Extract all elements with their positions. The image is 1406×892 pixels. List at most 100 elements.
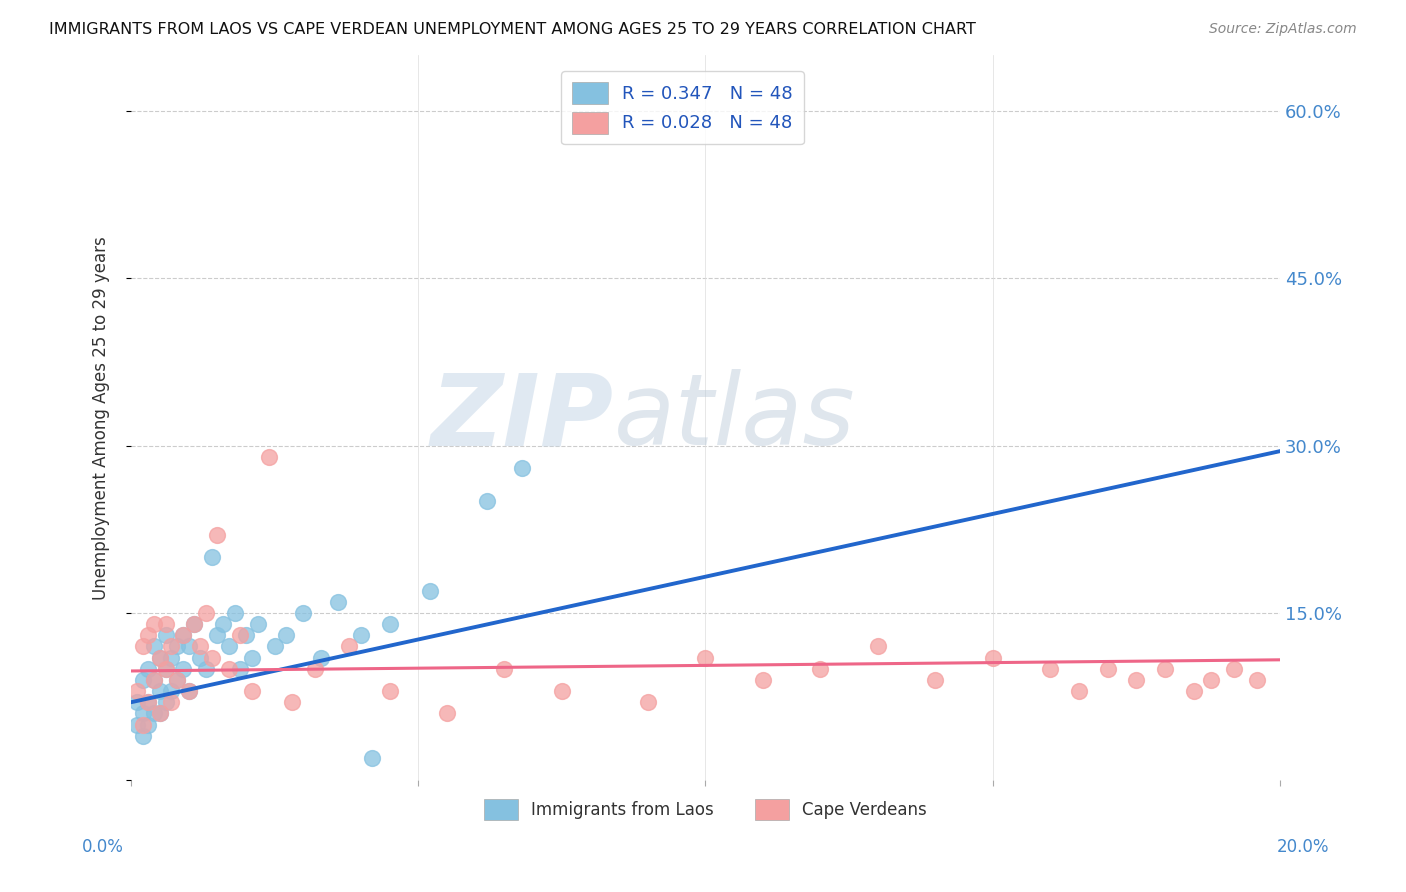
Text: IMMIGRANTS FROM LAOS VS CAPE VERDEAN UNEMPLOYMENT AMONG AGES 25 TO 29 YEARS CORR: IMMIGRANTS FROM LAOS VS CAPE VERDEAN UNE… [49,22,976,37]
Point [172,662,194,676]
Point [166,640,188,654]
Point [143,706,166,721]
Point [194,606,217,620]
Point [866,640,889,654]
Point [160,650,183,665]
Point [494,662,516,676]
Point [257,450,280,464]
Point [177,684,200,698]
Point [160,695,183,709]
Point [138,628,160,642]
Point [194,662,217,676]
Point [510,461,533,475]
Point [131,640,153,654]
Point [1223,662,1246,676]
Point [188,640,211,654]
Point [218,640,240,654]
Point [218,662,240,676]
Point [224,606,246,620]
Point [149,706,172,721]
Point [131,673,153,687]
Point [281,695,304,709]
Point [166,673,188,687]
Point [551,684,574,698]
Point [177,640,200,654]
Point [808,662,831,676]
Point [240,650,263,665]
Point [350,628,373,642]
Point [229,628,252,642]
Point [149,650,172,665]
Text: ZIP: ZIP [430,369,613,467]
Point [1039,662,1062,676]
Point [207,628,229,642]
Text: Source: ZipAtlas.com: Source: ZipAtlas.com [1209,22,1357,37]
Point [155,628,177,642]
Point [125,717,148,731]
Text: atlas: atlas [613,369,855,467]
Point [138,695,160,709]
Point [166,673,188,687]
Point [125,684,148,698]
Point [240,684,263,698]
Point [229,662,252,676]
Point [138,662,160,676]
Text: 20.0%: 20.0% [1277,838,1330,856]
Point [143,617,166,632]
Point [263,640,285,654]
Point [143,673,166,687]
Point [155,662,177,676]
Point [1067,684,1090,698]
Point [276,628,298,642]
Point [125,695,148,709]
Point [695,650,717,665]
Y-axis label: Unemployment Among Ages 25 to 29 years: Unemployment Among Ages 25 to 29 years [93,235,110,599]
Point [246,617,269,632]
Point [183,617,205,632]
Legend: Immigrants from Laos, Cape Verdeans: Immigrants from Laos, Cape Verdeans [478,793,934,826]
Point [200,650,222,665]
Point [155,695,177,709]
Point [235,628,257,642]
Point [131,706,153,721]
Point [1154,662,1177,676]
Point [637,695,659,709]
Point [477,494,499,508]
Point [378,684,401,698]
Point [1199,673,1222,687]
Point [200,550,222,565]
Point [1182,684,1205,698]
Point [309,650,332,665]
Point [212,617,235,632]
Point [172,628,194,642]
Point [304,662,326,676]
Point [207,528,229,542]
Point [292,606,315,620]
Point [924,673,946,687]
Point [138,695,160,709]
Point [326,595,349,609]
Point [131,729,153,743]
Point [981,650,1004,665]
Point [149,706,172,721]
Point [188,650,211,665]
Point [183,617,205,632]
Point [131,717,153,731]
Point [149,650,172,665]
Point [138,717,160,731]
Point [177,684,200,698]
Point [419,583,441,598]
Point [752,673,775,687]
Point [143,640,166,654]
Point [1125,673,1147,687]
Point [1097,662,1119,676]
Point [378,617,401,632]
Text: 0.0%: 0.0% [82,838,124,856]
Point [361,751,384,765]
Point [155,662,177,676]
Point [160,684,183,698]
Point [149,684,172,698]
Point [143,673,166,687]
Point [339,640,361,654]
Point [172,628,194,642]
